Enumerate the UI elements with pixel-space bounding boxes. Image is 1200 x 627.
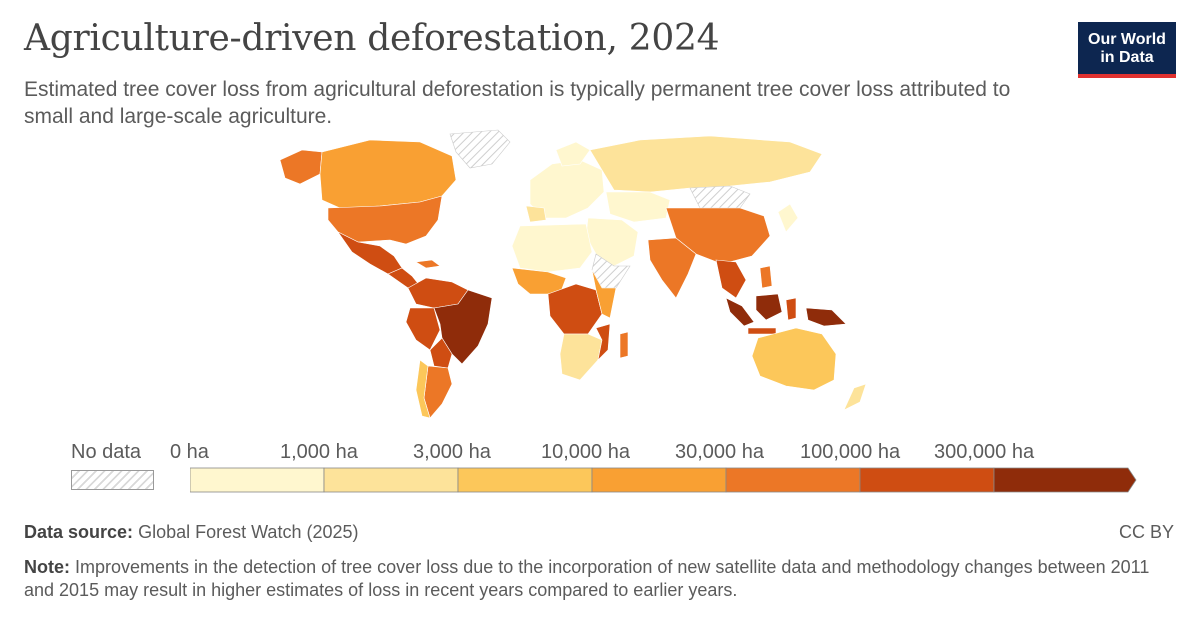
region-argentina[interactable] [423, 365, 453, 419]
data-source: Data source: Global Forest Watch (2025) [24, 522, 358, 543]
legend-bin-3[interactable] [591, 467, 727, 493]
region-philippines[interactable] [759, 265, 773, 289]
region-greenland[interactable] [449, 129, 511, 169]
region-west-africa[interactable] [511, 267, 567, 295]
region-middle-east[interactable] [585, 217, 639, 267]
region-new-guinea[interactable] [805, 307, 847, 327]
legend-tick-label-2: 3,000 ha [413, 441, 491, 463]
region-central-asia[interactable] [605, 191, 671, 223]
legend-tick-label-0: 0 ha [170, 441, 209, 463]
region-mozambique[interactable] [595, 323, 611, 361]
legend-bin-5[interactable] [859, 467, 995, 493]
region-chile[interactable] [415, 359, 431, 419]
region-bolivia-paraguay[interactable] [429, 337, 453, 369]
legend-tick-label-3: 10,000 ha [541, 441, 630, 463]
legend-tick-label-4: 30,000 ha [675, 441, 764, 463]
region-north-africa[interactable] [511, 223, 593, 273]
chart-subtitle: Estimated tree cover loss from agricultu… [24, 78, 1011, 128]
legend-tick-label-6: 300,000 ha [934, 441, 1035, 463]
region-australia[interactable] [751, 327, 837, 391]
region-east-africa[interactable] [591, 269, 617, 319]
note-label: Note: [24, 557, 70, 577]
license-link[interactable]: CC BY [1118, 522, 1174, 542]
footnote: Note: Improvements in the detection of t… [24, 556, 1164, 602]
region-japan-korea[interactable] [777, 203, 799, 233]
legend-tick-label-1: 1,000 ha [280, 441, 358, 463]
owid-logo[interactable]: Our World in Data [1078, 22, 1176, 78]
logo-line-1: Our World [1088, 31, 1166, 48]
legend-color-scale [190, 467, 1137, 493]
region-brazil[interactable] [433, 289, 493, 365]
region-central-africa[interactable] [547, 283, 603, 335]
region-sumatra[interactable] [725, 297, 755, 327]
region-sulawesi[interactable] [785, 297, 797, 321]
region-caribbean[interactable] [415, 259, 441, 269]
region-peru[interactable] [405, 307, 441, 351]
region-alaska[interactable] [279, 149, 323, 185]
data-source-label: Data source: [24, 522, 134, 542]
region-scandinavia[interactable] [555, 141, 591, 167]
region-russia[interactable] [589, 135, 823, 193]
world-map [279, 129, 867, 419]
region-java[interactable] [747, 327, 777, 335]
legend-tick-label-5: 100,000 ha [800, 441, 901, 463]
logo-line-2: in Data [1100, 49, 1154, 66]
note-text: Improvements in the detection of tree co… [24, 557, 1150, 600]
region-southern-africa[interactable] [559, 333, 603, 381]
region-central-america[interactable] [387, 267, 421, 289]
legend-bin-0[interactable] [190, 467, 325, 493]
region-iberia[interactable] [525, 205, 547, 223]
region-mongolia[interactable] [689, 185, 751, 209]
legend-no-data-label: No data [71, 441, 142, 463]
legend-bin-6[interactable] [993, 467, 1137, 493]
region-madagascar[interactable] [619, 331, 629, 359]
chart-title: Agriculture-driven deforestation, 2024 [24, 18, 720, 59]
region-new-zealand[interactable] [843, 383, 867, 411]
data-source-link[interactable]: Global Forest Watch (2025) [138, 522, 359, 542]
legend-bin-2[interactable] [457, 467, 593, 493]
legend-bin-1[interactable] [323, 467, 459, 493]
region-india[interactable] [647, 237, 697, 299]
legend-bin-4[interactable] [725, 467, 861, 493]
region-borneo[interactable] [755, 293, 783, 321]
region-usa[interactable] [327, 195, 443, 245]
legend-no-data-swatch[interactable] [71, 470, 154, 490]
region-indochina[interactable] [715, 259, 747, 299]
